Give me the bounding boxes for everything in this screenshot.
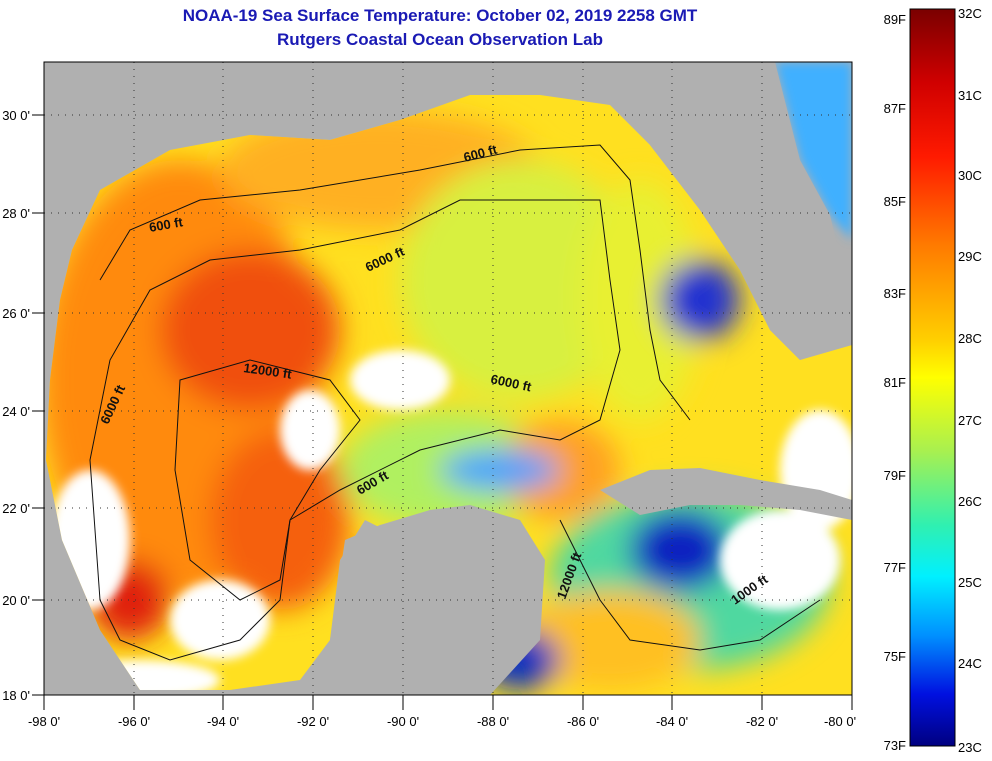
x-tick-label: -80 0' — [824, 714, 856, 729]
florida-land — [650, 62, 845, 360]
y-tick-label: 18 0' — [2, 688, 30, 703]
y-tick-label: 26 0' — [2, 306, 30, 321]
y-tick-label: 28 0' — [2, 206, 30, 221]
colorbar-c-label: 27C — [958, 413, 982, 428]
colorbar-celsius-labels: 32C 31C 30C 29C 28C 27C 26C 25C 24C 23C — [958, 6, 982, 755]
bathymetry-contours — [89, 144, 821, 661]
colorbar-c-label: 31C — [958, 88, 982, 103]
colorbar-c-label: 32C — [958, 6, 982, 21]
x-tick-label: -88 0' — [477, 714, 509, 729]
y-tick-label: 30 0' — [2, 108, 30, 123]
map-plot-area: 600 ft 600 ft 6000 ft 12000 ft 6000 ft 6… — [44, 62, 852, 695]
colorbar-f-label: 75F — [884, 649, 906, 664]
contour-label: 600 ft — [148, 214, 185, 235]
colorbar-f-label: 73F — [884, 738, 906, 753]
colorbar-c-label: 24C — [958, 656, 982, 671]
x-tick-label: -94 0' — [207, 714, 239, 729]
colorbar-f-label: 77F — [884, 560, 906, 575]
y-axis-labels: 30 0' 28 0' 26 0' 24 0' 22 0' 20 0' 18 0… — [2, 108, 30, 703]
x-axis-labels: -98 0' -96 0' -94 0' -92 0' -90 0' -88 0… — [28, 714, 856, 729]
map-subtitle: Rutgers Coastal Ocean Observation Lab — [277, 30, 603, 49]
colorbar-f-label: 83F — [884, 286, 906, 301]
colorbar-scale — [909, 8, 956, 747]
atlantic-water — [775, 62, 852, 240]
y-tick-label: 24 0' — [2, 404, 30, 419]
x-tick-label: -82 0' — [746, 714, 778, 729]
colorbar-c-label: 25C — [958, 575, 982, 590]
colorbar: 89F 87F 85F 83F 81F 79F 77F 75F 73F 32C … — [884, 6, 982, 755]
yucatan-land — [330, 505, 545, 695]
colorbar-fahrenheit-labels: 89F 87F 85F 83F 81F 79F 77F 75F 73F — [884, 12, 906, 753]
contour-label: 12000 ft — [243, 360, 294, 382]
colorbar-f-label: 81F — [884, 375, 906, 390]
x-tick-label: -84 0' — [656, 714, 688, 729]
x-tick-label: -86 0' — [567, 714, 599, 729]
colorbar-c-label: 26C — [958, 494, 982, 509]
colorbar-f-label: 85F — [884, 194, 906, 209]
colorbar-f-label: 79F — [884, 468, 906, 483]
y-tick-label: 22 0' — [2, 501, 30, 516]
x-axis-ticks — [32, 114, 853, 710]
x-tick-label: -98 0' — [28, 714, 60, 729]
y-tick-label: 20 0' — [2, 593, 30, 608]
plot-frame — [43, 61, 853, 696]
colorbar-c-label: 29C — [958, 249, 982, 264]
graticule — [44, 62, 852, 695]
colorbar-f-label: 89F — [884, 12, 906, 27]
x-tick-label: -96 0' — [118, 714, 150, 729]
x-tick-label: -90 0' — [387, 714, 419, 729]
x-tick-label: -92 0' — [297, 714, 329, 729]
colorbar-c-label: 23C — [958, 740, 982, 755]
colorbar-f-label: 87F — [884, 101, 906, 116]
colorbar-c-label: 30C — [958, 168, 982, 183]
colorbar-c-label: 28C — [958, 331, 982, 346]
cuba-land — [600, 468, 852, 520]
map-title: NOAA-19 Sea Surface Temperature: October… — [182, 6, 698, 25]
